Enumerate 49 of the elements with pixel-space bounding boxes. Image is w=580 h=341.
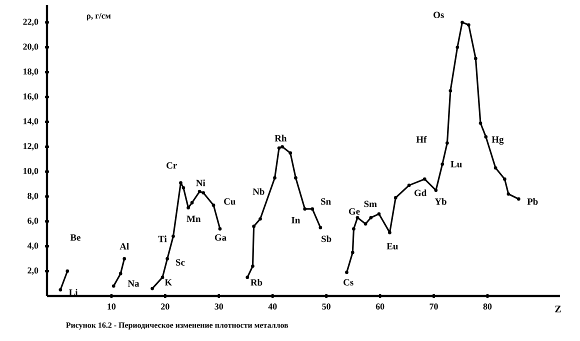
y-tick-label: 10,0 [24, 168, 38, 176]
x-tick-label: 10 [108, 304, 116, 310]
annotation: Sc [176, 259, 185, 266]
x-tick-label: 50 [322, 304, 330, 310]
annotation: Os [434, 12, 444, 18]
x-axis-title: Z [555, 306, 561, 312]
annotation: Rb [250, 278, 262, 286]
x-tick-label: 40 [268, 304, 277, 310]
x-tick-label: 20 [161, 304, 170, 310]
annotation: Sn [321, 198, 331, 205]
y-tick-label: 18,0 [24, 68, 38, 76]
annotation: Cr [166, 162, 177, 169]
annotation: Hg [492, 136, 504, 145]
annotation: Cu [224, 198, 236, 205]
annotation: K [164, 279, 172, 286]
y-tick-label: 14,0 [24, 118, 38, 126]
annotation: Yb [434, 198, 446, 205]
annotation: Rh [274, 134, 287, 142]
y-tick-label: 6,0 [28, 218, 38, 226]
annotation: Cs [344, 279, 354, 286]
annotation: Mn [186, 216, 201, 222]
annotation: Nb [252, 188, 264, 195]
y-tick-label: 8,0 [28, 192, 38, 200]
annotation: Eu [386, 243, 398, 250]
annotation: Sb [322, 235, 332, 242]
annotation: In [292, 217, 300, 224]
annotation: Ni [196, 180, 206, 186]
annotation: Ge [348, 208, 360, 215]
annotation: Al [120, 242, 129, 250]
y-tick-label: 16,0 [24, 93, 38, 101]
annotation: Hf [416, 136, 427, 143]
x-tick-label: 30 [214, 304, 224, 310]
y-tick-label: 12,0 [24, 143, 38, 150]
annotation: Gd [414, 189, 427, 196]
y-tick-label: 22,0 [23, 18, 38, 26]
annotation: Pb [527, 198, 538, 205]
x-tick-label: 80 [483, 304, 492, 310]
y-tick-label: 20,0 [23, 44, 38, 51]
y-tick-label: 2,0 [28, 267, 38, 275]
annotation: Sm [364, 200, 377, 208]
annotation: Be [70, 234, 80, 241]
annotation: Na [128, 280, 140, 287]
y-axis-title: ρ, г/см [86, 12, 111, 20]
x-tick-label: 70 [430, 304, 438, 310]
annotation: Ti [158, 236, 167, 242]
y-tick-label: 4,0 [27, 242, 38, 250]
x-tick-label: 60 [376, 304, 384, 310]
annotation: Lu [450, 161, 462, 168]
annotation: Ga [214, 234, 226, 241]
